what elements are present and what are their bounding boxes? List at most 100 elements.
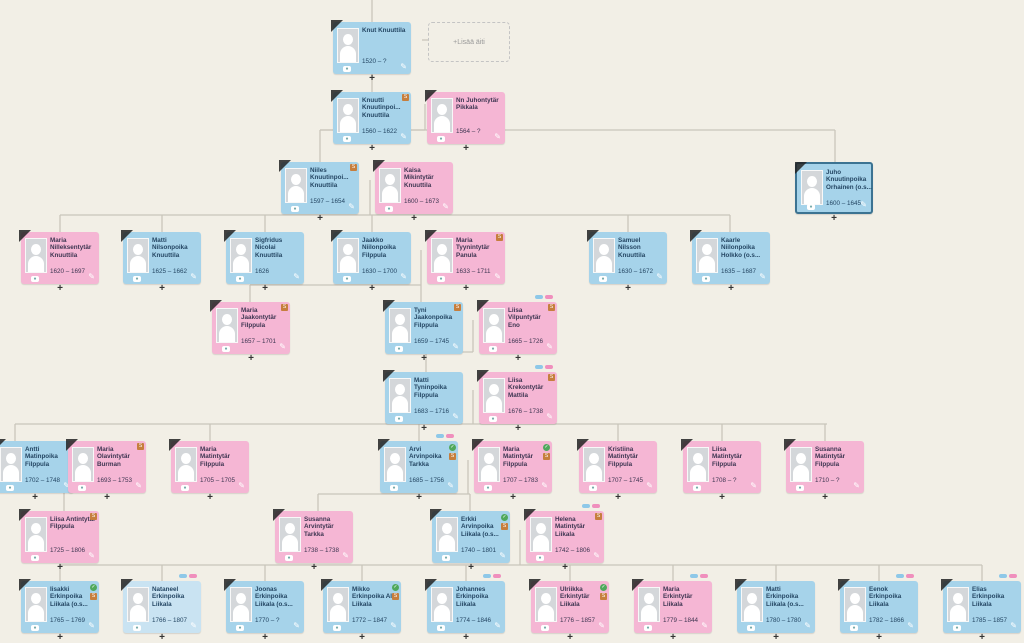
person-card[interactable]: ● Juho Knuutinpoika Orhainen (o.s... 1600 …: [795, 162, 873, 214]
edit-pencil-icon[interactable]: ✎: [342, 551, 349, 560]
camera-icon[interactable]: ●: [181, 485, 189, 491]
edit-pencil-icon[interactable]: ✎: [750, 481, 757, 490]
source-icon[interactable]: S: [449, 453, 456, 460]
spouse-link-icon[interactable]: [535, 295, 543, 299]
expand-plus-button[interactable]: +: [515, 353, 521, 364]
expand-plus-button[interactable]: +: [369, 143, 375, 154]
person-card[interactable]: ● Knuutti Knuutinpoi... Knuuttila 1560 – 1…: [331, 90, 411, 144]
spouse-link-icon[interactable]: [690, 574, 698, 578]
person-card[interactable]: ● Jaakko Niilonpoika Filppula 1630 – 1700 ✎: [331, 230, 411, 284]
spouse-link-icon[interactable]: [446, 434, 454, 438]
record-hint-icon[interactable]: ✓: [392, 584, 399, 591]
expand-plus-button[interactable]: +: [562, 562, 568, 573]
person-card[interactable]: ● Iisakki Erkinpoika Liikala (o.s... 1765 …: [19, 579, 99, 633]
expand-plus-button[interactable]: +: [510, 492, 516, 503]
expand-plus-button[interactable]: +: [262, 283, 268, 294]
camera-icon[interactable]: ●: [437, 276, 445, 282]
camera-icon[interactable]: ●: [343, 66, 351, 72]
expand-plus-button[interactable]: +: [567, 632, 573, 643]
person-card[interactable]: ● Matti Erkinpoika Liikala (o.s... 1780 – …: [735, 579, 815, 633]
expand-plus-button[interactable]: +: [57, 562, 63, 573]
person-card[interactable]: ● Susanna Arvintytär Tarkka 1738 – 1738 ✎: [273, 509, 353, 563]
camera-icon[interactable]: ●: [644, 625, 652, 631]
edit-pencil-icon[interactable]: ✎: [541, 481, 548, 490]
record-hint-icon[interactable]: ✓: [449, 444, 456, 451]
expand-plus-button[interactable]: +: [719, 492, 725, 503]
spouse-link-icon[interactable]: [896, 574, 904, 578]
camera-icon[interactable]: ●: [133, 276, 141, 282]
expand-plus-button[interactable]: +: [979, 632, 985, 643]
expand-plus-button[interactable]: +: [463, 143, 469, 154]
camera-icon[interactable]: ●: [31, 555, 39, 561]
expand-plus-button[interactable]: +: [248, 353, 254, 364]
edit-pencil-icon[interactable]: ✎: [907, 621, 914, 630]
person-card[interactable]: ● Liisa Antintytär Filppula 1725 – 1806 ✎ S: [19, 509, 99, 563]
camera-icon[interactable]: ●: [599, 276, 607, 282]
camera-icon[interactable]: ●: [222, 346, 230, 352]
camera-icon[interactable]: ●: [541, 625, 549, 631]
edit-pencil-icon[interactable]: ✎: [499, 551, 506, 560]
person-card[interactable]: ● Kristiina Matintytär Filppula 1707 – 174…: [577, 439, 657, 493]
camera-icon[interactable]: ●: [693, 485, 701, 491]
edit-pencil-icon[interactable]: ✎: [238, 481, 245, 490]
camera-icon[interactable]: ●: [850, 625, 858, 631]
camera-icon[interactable]: ●: [395, 416, 403, 422]
person-card[interactable]: ● Liisa Vilpuntytär Eno 1665 – 1726 ✎ S: [477, 295, 557, 354]
expand-plus-button[interactable]: +: [359, 632, 365, 643]
edit-pencil-icon[interactable]: ✎: [88, 551, 95, 560]
edit-pencil-icon[interactable]: ✎: [494, 621, 501, 630]
expand-plus-button[interactable]: +: [463, 632, 469, 643]
camera-icon[interactable]: ●: [395, 346, 403, 352]
edit-pencil-icon[interactable]: ✎: [853, 481, 860, 490]
person-card[interactable]: ● Maria Erkintytär Liikala 1779 – 1844 ✎: [632, 574, 712, 633]
camera-icon[interactable]: ●: [236, 625, 244, 631]
source-icon[interactable]: S: [90, 593, 97, 600]
expand-plus-button[interactable]: +: [416, 492, 422, 503]
spouse-link-icon[interactable]: [493, 574, 501, 578]
expand-plus-button[interactable]: +: [515, 423, 521, 434]
person-card[interactable]: ● Maria Matintytär Filppula 1707 – 1783 ✎ ✓ S: [472, 439, 552, 493]
expand-plus-button[interactable]: +: [32, 492, 38, 503]
edit-pencil-icon[interactable]: ✎: [135, 481, 142, 490]
person-card[interactable]: ● Joonas Erkinpoika Liikala (o.s... 1770 –…: [224, 579, 304, 633]
person-card[interactable]: ● Susanna Matintytär Filppula 1710 – ? ✎: [784, 439, 864, 493]
source-icon[interactable]: S: [454, 304, 461, 311]
expand-plus-button[interactable]: +: [831, 213, 837, 224]
edit-pencil-icon[interactable]: ✎: [860, 200, 867, 209]
camera-icon[interactable]: ●: [489, 416, 497, 422]
source-icon[interactable]: S: [501, 523, 508, 530]
edit-pencil-icon[interactable]: ✎: [494, 132, 501, 141]
edit-pencil-icon[interactable]: ✎: [400, 272, 407, 281]
person-card[interactable]: ● Knut Knuuttila 1520 – ? ✎: [331, 20, 411, 74]
edit-pencil-icon[interactable]: ✎: [759, 272, 766, 281]
expand-plus-button[interactable]: +: [207, 492, 213, 503]
person-card[interactable]: ● Maria Matintytär Filppula 1705 – 1705 ✎: [169, 439, 249, 493]
edit-pencil-icon[interactable]: ✎: [400, 132, 407, 141]
edit-pencil-icon[interactable]: ✎: [293, 621, 300, 630]
person-card[interactable]: ● Maria Nilleksentytär Knuuttila 1620 – 16…: [19, 230, 99, 284]
edit-pencil-icon[interactable]: ✎: [804, 621, 811, 630]
camera-icon[interactable]: ●: [31, 276, 39, 282]
spouse-link-icon[interactable]: [535, 365, 543, 369]
person-card[interactable]: ● Nn Juhontytär Pikkala 1564 – ? ✎: [425, 90, 505, 144]
expand-plus-button[interactable]: +: [317, 213, 323, 224]
expand-plus-button[interactable]: +: [773, 632, 779, 643]
camera-icon[interactable]: ●: [333, 625, 341, 631]
edit-pencil-icon[interactable]: ✎: [546, 412, 553, 421]
edit-pencil-icon[interactable]: ✎: [190, 272, 197, 281]
expand-plus-button[interactable]: +: [615, 492, 621, 503]
edit-pencil-icon[interactable]: ✎: [400, 62, 407, 71]
camera-icon[interactable]: ●: [385, 206, 393, 212]
person-card[interactable]: ● Erkki Arvinpoika Liikala (o.s... 1740 – …: [430, 509, 510, 563]
source-icon[interactable]: S: [137, 443, 144, 450]
camera-icon[interactable]: ●: [807, 204, 815, 210]
camera-icon[interactable]: ●: [6, 485, 14, 491]
record-hint-icon[interactable]: ✓: [501, 514, 508, 521]
expand-plus-button[interactable]: +: [728, 283, 734, 294]
camera-icon[interactable]: ●: [343, 136, 351, 142]
edit-pencil-icon[interactable]: ✎: [494, 272, 501, 281]
add-mother-button[interactable]: +Lisää äiti: [428, 22, 510, 62]
spouse-link-icon[interactable]: [179, 574, 187, 578]
edit-pencil-icon[interactable]: ✎: [190, 621, 197, 630]
